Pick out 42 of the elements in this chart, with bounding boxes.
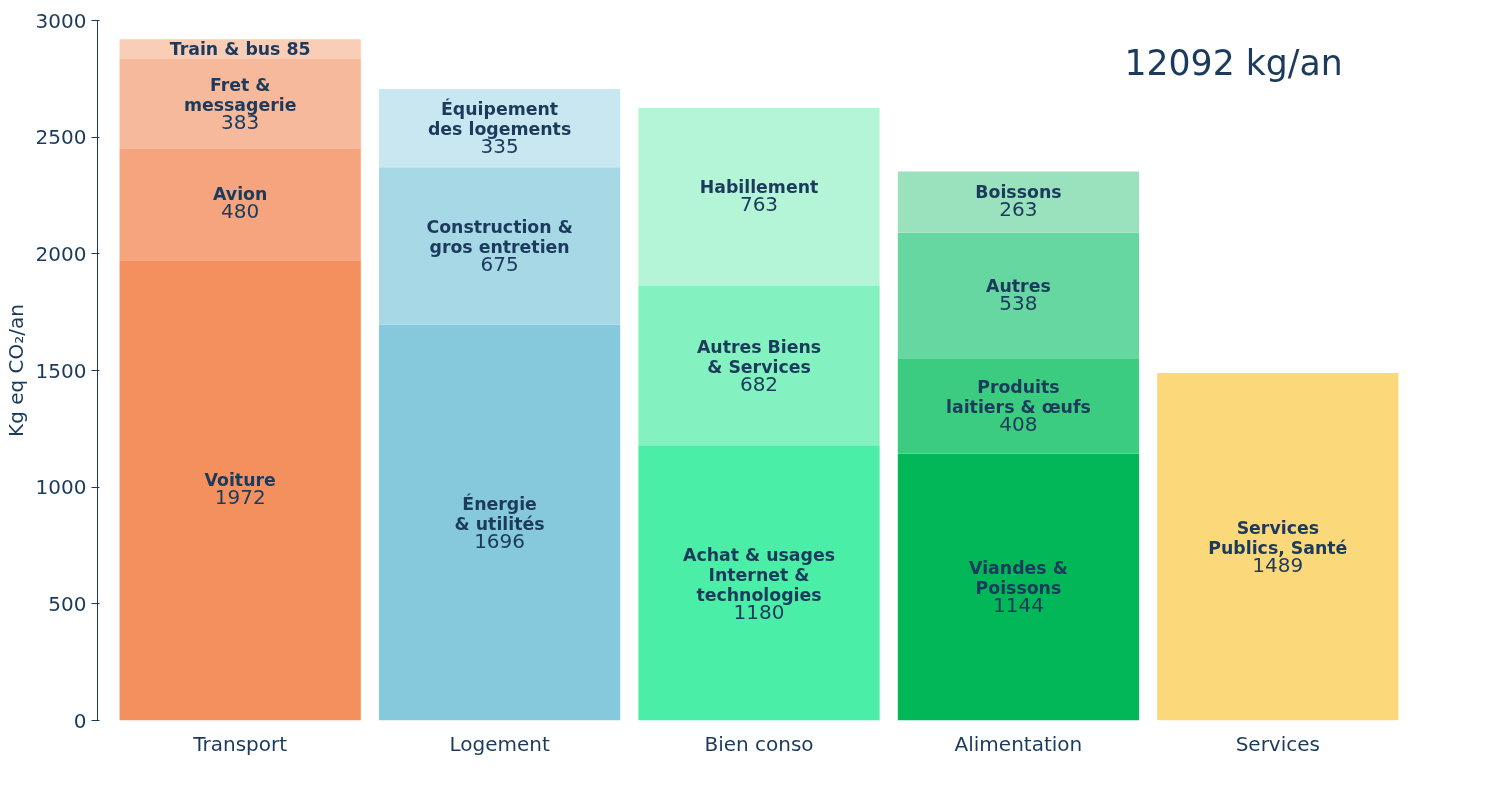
bar (897, 453, 1140, 721)
y-tick-label: 0 (73, 708, 87, 733)
data-label: Viandes & Poissons 1144 (969, 558, 1068, 618)
y-tick-label: 500 (48, 591, 87, 616)
y-tick-label: 3000 (35, 8, 87, 33)
bar (638, 286, 880, 446)
data-label: Train & bus 85 (169, 39, 311, 60)
bar (119, 148, 361, 261)
y-tick-label: 2500 (35, 125, 87, 150)
data-label: Autres Biens & Services 682 (696, 336, 822, 396)
bar (638, 108, 880, 287)
bar (378, 167, 621, 325)
data-label: Autres 538 (986, 275, 1051, 315)
bar (897, 171, 1140, 233)
y-tick-label: 1500 (35, 358, 87, 383)
data-label: Équipement des logements 335 (427, 98, 572, 159)
data-label: Habillement 763 (699, 177, 819, 217)
data-label: Construction & gros entretien 675 (426, 217, 573, 277)
data-label: Produits laitiers & œufs 408 (946, 376, 1091, 436)
data-label: Fret & messagerie 383 (183, 74, 297, 134)
data-label: Services Publics, Santé 1489 (1208, 517, 1348, 577)
data-label: Avion 480 (213, 184, 268, 224)
bar (1157, 373, 1399, 721)
x-tick-label: Transport (192, 731, 288, 756)
annotation: 12092 kg/an (1124, 42, 1343, 83)
x-tick-label: Services (1235, 731, 1320, 756)
bar (638, 445, 880, 721)
y-tick-label: 1000 (35, 475, 87, 500)
bar (119, 260, 361, 721)
x-tick-label: Alimentation (954, 731, 1083, 756)
y-axis-title: Kg eq CO₂/an (3, 304, 28, 437)
bar (897, 358, 1140, 454)
data-label: Énergie & utilités 1696 (454, 492, 545, 553)
data-label: Boissons 263 (975, 182, 1062, 222)
data-label: Voiture 1972 (204, 470, 276, 510)
bar (378, 324, 621, 721)
data-label: Achat & usages Internet & technologies 1180 (683, 544, 836, 624)
y-tick-label: 2000 (35, 241, 87, 266)
x-tick-label: Bien conso (704, 731, 814, 756)
bar (119, 59, 361, 149)
bar (897, 232, 1140, 359)
x-tick-label: Logement (449, 731, 550, 756)
